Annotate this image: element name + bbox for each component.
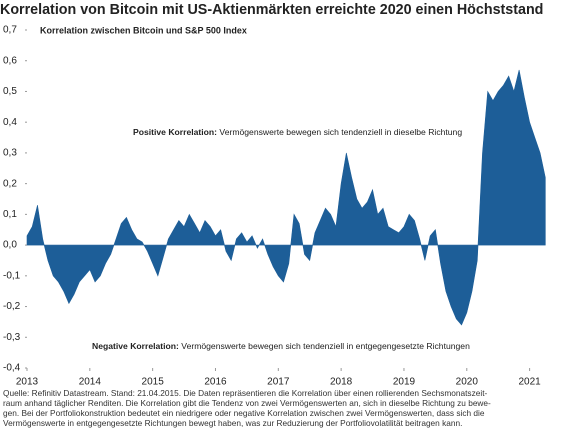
annotation-text: Vermögenswerte bewegen sich tendenziell … xyxy=(217,127,462,137)
x-tick-label: 2021 xyxy=(518,377,541,388)
x-tick-label: 2017 xyxy=(267,377,290,388)
x-tick-label: 2020 xyxy=(456,377,479,388)
annotation: Negative Korrelation: Vermögenswerte bew… xyxy=(92,341,470,351)
y-tick-label: 0,7 xyxy=(3,25,17,36)
chart-title: Korrelation von Bitcoin mit US-Aktienmär… xyxy=(0,2,543,18)
y-tick-label: 0,4 xyxy=(3,117,17,128)
annotation-text: Vermögenswerte bewegen sich tendenziell … xyxy=(179,341,470,351)
y-tick-label: -0,3 xyxy=(3,332,21,343)
x-tick-label: 2016 xyxy=(204,377,227,388)
area xyxy=(26,69,546,326)
annotation: Positive Korrelation: Vermögenswerte bew… xyxy=(133,127,462,137)
y-tick-label: 0,1 xyxy=(3,209,17,220)
note-line: Vermögenswerte in entgegengesetzte Richt… xyxy=(3,418,462,428)
y-tick-label: 0,2 xyxy=(3,178,17,189)
annotation-bold: Negative Korrelation: xyxy=(92,341,179,351)
y-tick-label: 0,0 xyxy=(3,240,17,251)
y-tick-label: -0,2 xyxy=(3,301,21,312)
x-tick-label: 2018 xyxy=(330,377,353,388)
y-tick-label: -0,4 xyxy=(3,363,21,374)
y-tick-label: -0,1 xyxy=(3,270,21,281)
x-tick-label: 2019 xyxy=(393,377,416,388)
note-line: Quelle: Refinitiv Datastream. Stand: 21.… xyxy=(3,388,487,398)
x-tick-label: 2014 xyxy=(79,377,102,388)
x-tick-label: 2013 xyxy=(16,377,39,388)
y-tick-label: 0,3 xyxy=(3,148,17,159)
y-tick-label: 0,6 xyxy=(3,55,17,66)
note-line: raum anhand täglicher Renditen. Die Korr… xyxy=(3,398,491,408)
chart-subtitle: Korrelation zwischen Bitcoin und S&P 500… xyxy=(40,25,247,35)
note-line: gen. Bei der Portfoliokonstruktion bedeu… xyxy=(3,408,485,418)
y-tick-label: 0,5 xyxy=(3,86,17,97)
x-tick-label: 2015 xyxy=(142,377,165,388)
annotation-bold: Positive Korrelation: xyxy=(133,127,217,137)
